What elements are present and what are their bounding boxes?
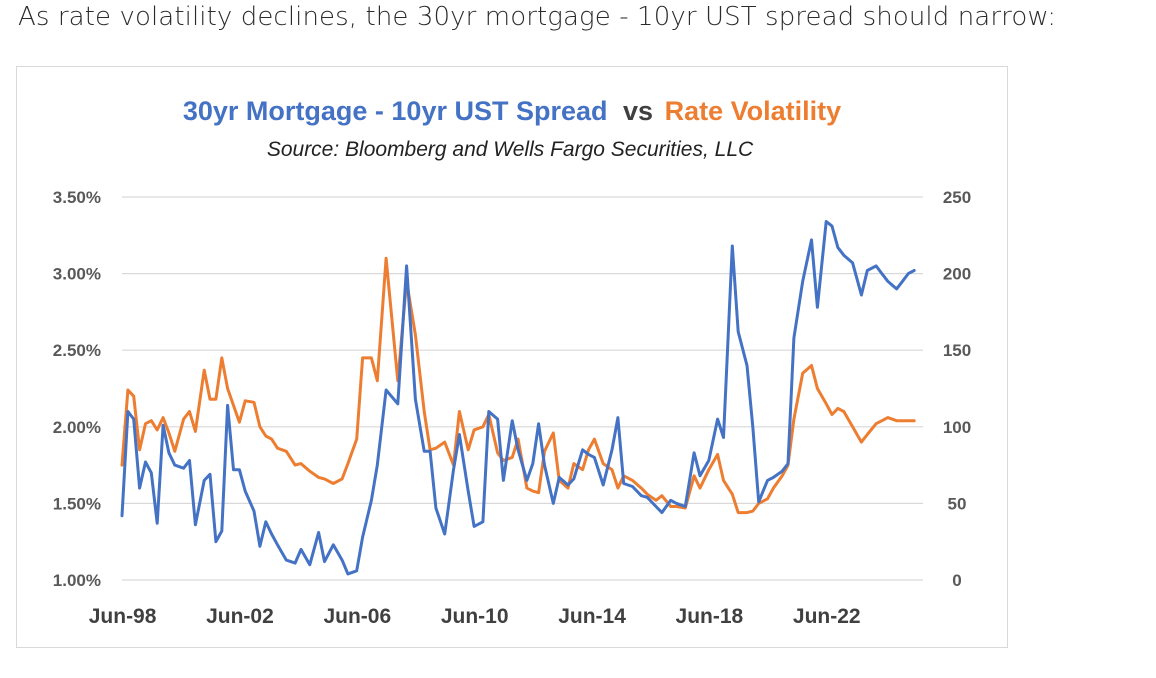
right-axis: 250 200 150 100 50 0	[943, 188, 971, 590]
left-tick-label: 1.00%	[53, 571, 101, 590]
chart-title: 30yr Mortgage - 10yr UST Spread vs Rate …	[183, 96, 841, 126]
chart-svg: 30yr Mortgage - 10yr UST Spread vs Rate …	[53, 96, 971, 628]
right-tick-label: 250	[943, 188, 971, 207]
grid-layer	[122, 196, 923, 581]
series-layer	[120, 220, 916, 576]
chart-title-vs: vs	[623, 96, 653, 126]
series-line-volatility	[120, 256, 916, 515]
x-tick-label: Jun-06	[323, 605, 391, 628]
x-tick-label: Jun-98	[89, 605, 157, 628]
chart-title-spread: 30yr Mortgage - 10yr UST Spread	[183, 96, 608, 126]
left-tick-label: 2.00%	[53, 418, 101, 437]
right-tick-label: 100	[943, 418, 971, 437]
chart-title-volatility: Rate Volatility	[665, 96, 842, 126]
x-tick-label: Jun-10	[441, 605, 509, 628]
left-tick-label: 1.50%	[53, 494, 101, 513]
x-tick-label: Jun-14	[558, 605, 626, 628]
chart-frame: 30yr Mortgage - 10yr UST Spread vs Rate …	[16, 66, 1008, 648]
left-tick-label: 3.50%	[53, 188, 101, 207]
right-tick-label: 50	[948, 494, 967, 513]
right-tick-label: 200	[943, 265, 971, 284]
headline: As rate volatility declines, the 30yr mo…	[18, 2, 1057, 32]
left-tick-label: 3.00%	[53, 265, 101, 284]
series-line-spread	[120, 220, 916, 576]
x-tick-label: Jun-02	[206, 605, 274, 628]
right-tick-label: 150	[943, 341, 971, 360]
x-tick-label: Jun-18	[676, 605, 744, 628]
x-tick-label: Jun-22	[793, 605, 861, 628]
left-tick-label: 2.50%	[53, 341, 101, 360]
right-tick-label: 0	[952, 571, 961, 590]
x-axis: Jun-98 Jun-02 Jun-06 Jun-10 Jun-14 Jun-18 Jun-…	[89, 605, 861, 628]
chart-subtitle: Source: Bloomberg and Wells Fargo Securi…	[267, 138, 754, 161]
left-axis: 3.50% 3.00% 2.50% 2.00% 1.50% 1.00%	[53, 188, 101, 590]
